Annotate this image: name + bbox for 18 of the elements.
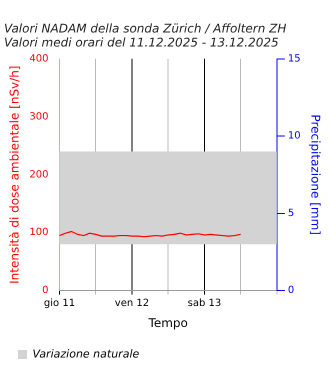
x-tick-label: ven 12: [114, 298, 150, 310]
text: Valori NADAM della sonda Zürich / Affoltern ZH: [4, 21, 286, 36]
y2-tick-label: 0: [288, 285, 294, 296]
y-tick-label: 200: [29, 169, 48, 180]
y-tick-label: 400: [29, 53, 48, 64]
text: Valori medi orari del 11.12.2025 - 13.12.2025: [4, 36, 279, 50]
x-tick-label: sab 13: [188, 298, 222, 310]
y2-tick-label: 15: [288, 53, 301, 64]
x-axis-title: Tempo: [148, 316, 188, 330]
y2-tick-label: 5: [288, 208, 294, 219]
y-tick-label: 0: [42, 285, 48, 296]
x-tick-label: gio 11: [44, 298, 76, 310]
y-tick-label: 100: [29, 227, 48, 238]
y-axis-title: Intensità di dose ambientale [nSv/h]: [7, 66, 22, 284]
legend-label: Variazione naturale: [32, 347, 140, 360]
y2-axis-title: Precipitazione [mm]: [308, 114, 323, 235]
y2-tick-label: 10: [288, 130, 301, 142]
y-tick-label: 300: [29, 111, 48, 122]
